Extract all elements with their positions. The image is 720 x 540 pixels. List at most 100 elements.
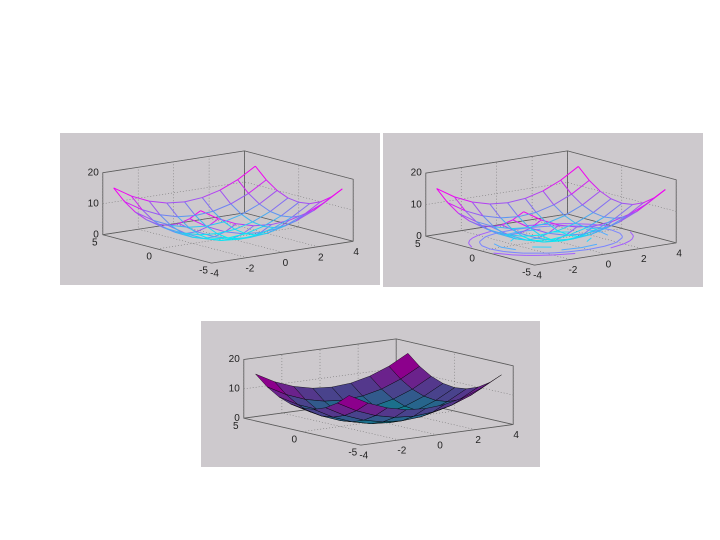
contour-line — [481, 245, 491, 250]
mesh-line — [522, 234, 541, 237]
contour-line — [604, 243, 614, 247]
mesh-line — [500, 216, 519, 219]
z-tick-label: 0 — [93, 229, 99, 240]
axis-box — [243, 338, 514, 446]
mesh-line — [320, 196, 332, 203]
mesh-line — [614, 216, 626, 219]
mesh-line — [141, 209, 154, 221]
mesh-line — [625, 202, 644, 217]
mesh-line — [223, 214, 242, 223]
mesh-line — [482, 215, 501, 219]
mesh-line — [560, 166, 579, 181]
mesh-line — [525, 190, 544, 199]
contour-line — [493, 243, 502, 248]
mesh-line — [464, 210, 477, 222]
mesh-line — [248, 179, 267, 194]
mesh-line — [507, 197, 526, 204]
mesh-line — [511, 228, 523, 237]
mesh-line — [588, 180, 601, 192]
mesh-line — [542, 190, 555, 206]
mesh-line — [142, 209, 161, 216]
mesh-line — [269, 197, 289, 212]
mesh-line — [230, 203, 243, 215]
mesh-line — [227, 237, 239, 240]
x-tick-label: -2 — [568, 265, 577, 276]
y-tick-label: 0 — [469, 253, 475, 264]
contour-line — [600, 231, 609, 236]
x-tick-label: -4 — [359, 451, 368, 462]
contour-line — [619, 233, 623, 237]
contour-line — [497, 229, 514, 234]
mesh-line — [504, 233, 516, 240]
mesh-line — [486, 228, 505, 235]
mesh-line — [453, 196, 466, 212]
mesh-line — [225, 231, 243, 235]
mesh-line — [493, 226, 512, 230]
mesh-line — [181, 232, 193, 238]
y-tick-label: -5 — [522, 268, 531, 279]
x-tick-label: 2 — [641, 254, 647, 265]
mesh-line — [597, 217, 616, 230]
mesh-line — [542, 179, 561, 192]
mesh-line — [170, 224, 189, 228]
mesh-line — [217, 228, 235, 235]
panel — [60, 133, 380, 285]
mesh-line — [135, 211, 154, 221]
x-tick-label: 0 — [606, 260, 612, 271]
mesh-line — [149, 200, 167, 204]
mesh-line — [202, 189, 221, 199]
mesh-line — [227, 233, 246, 239]
mesh-line — [530, 227, 549, 234]
z-tick-label: 0 — [234, 413, 240, 424]
mesh-line — [224, 223, 237, 233]
mesh-line — [607, 216, 627, 228]
mesh-line — [237, 179, 249, 194]
contour-line — [468, 240, 471, 244]
contour-line — [616, 237, 623, 243]
mesh-line — [592, 198, 612, 213]
mesh-line — [465, 210, 484, 217]
mesh-line — [547, 224, 560, 234]
contour-line — [552, 252, 576, 256]
contour-line — [472, 234, 479, 239]
mesh-line — [546, 222, 559, 232]
mesh-line — [263, 225, 275, 229]
contour-line — [588, 245, 605, 250]
mesh-line — [575, 212, 594, 224]
mesh-line — [447, 202, 459, 214]
mesh-line — [568, 227, 587, 236]
mesh-line — [475, 221, 494, 228]
mesh-line — [550, 239, 562, 242]
mesh-line — [535, 211, 548, 224]
mesh-line — [201, 197, 214, 212]
grid-line — [208, 156, 318, 247]
mesh-line — [500, 217, 512, 230]
mesh-line — [252, 211, 271, 223]
mesh-line — [291, 203, 311, 218]
contour-line — [631, 235, 634, 239]
mesh-line — [219, 179, 238, 191]
mesh-line — [603, 202, 623, 218]
mesh-line — [206, 221, 225, 227]
mesh-line — [458, 212, 477, 223]
x-tick-label: 4 — [513, 430, 519, 441]
mesh-line — [540, 230, 558, 236]
mesh-line — [454, 196, 473, 203]
grid-line — [173, 161, 283, 253]
mesh-line — [223, 221, 236, 230]
mesh-line — [599, 190, 612, 200]
mesh-line — [313, 196, 332, 211]
mesh-line — [189, 218, 208, 228]
mesh-line — [553, 204, 566, 216]
mesh-line — [221, 238, 239, 241]
x-tick-label: -4 — [533, 271, 542, 282]
mesh-line — [546, 215, 565, 224]
mesh-line — [188, 226, 200, 236]
contour-line — [629, 231, 634, 237]
mesh-line — [195, 215, 207, 227]
mesh-line — [557, 222, 576, 232]
mesh-line — [604, 216, 616, 219]
grid-line — [281, 354, 399, 441]
contour-line — [610, 243, 624, 249]
